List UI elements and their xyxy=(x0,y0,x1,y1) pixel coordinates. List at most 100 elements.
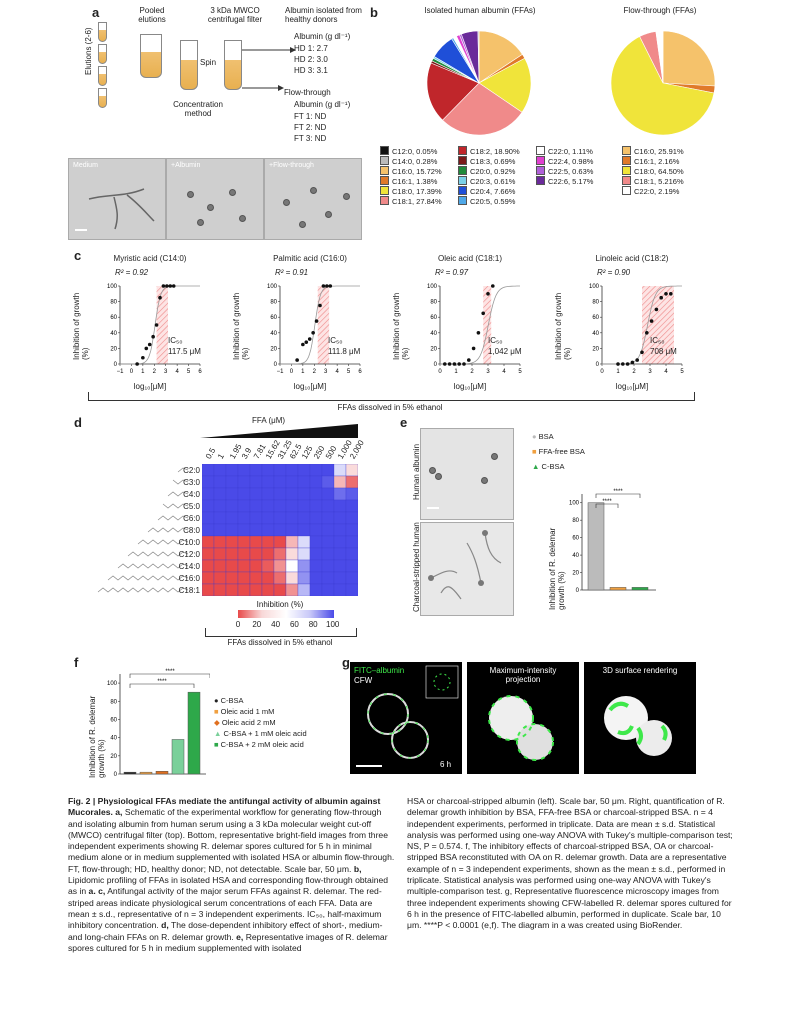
legend-item: ◆ Oleic acid 2 mM xyxy=(214,718,276,727)
carbon-chain xyxy=(107,575,189,581)
x-tick-label: 5 xyxy=(680,369,684,375)
heatmap-cell xyxy=(285,499,299,513)
filter-tube-2 xyxy=(224,40,242,90)
legend-swatch xyxy=(380,186,389,195)
micro-fitc-cfw: FITC–albumin CFW 6 h xyxy=(350,662,462,774)
data-point xyxy=(467,358,471,362)
spore xyxy=(239,215,246,222)
heatmap-cell xyxy=(261,583,275,596)
y-tick-label: 40 xyxy=(110,331,117,337)
legend-item: C22:6, 5.17% xyxy=(536,176,593,186)
heatmap-cell xyxy=(297,583,311,596)
heatmap-cell xyxy=(333,523,347,537)
data-point xyxy=(144,346,149,351)
y-tick-label: 100 xyxy=(107,284,118,290)
legend-label: C20:3, 0.61% xyxy=(470,177,516,186)
albumin-hd1: HD 1: 2.7 xyxy=(294,44,328,53)
heatmap-cell xyxy=(297,511,311,525)
heatmap-cell xyxy=(285,511,299,525)
legend-swatch xyxy=(536,146,545,155)
heatmap-cell xyxy=(333,464,347,477)
x-tick-label: 3 xyxy=(324,369,328,375)
heatmap-cell xyxy=(333,547,347,561)
heatmap-cell xyxy=(297,559,311,573)
carbon-chain xyxy=(97,587,189,593)
max-projection-label: Maximum-intensity projection xyxy=(489,666,557,684)
heatmap-cell xyxy=(273,499,287,513)
legend-label: C14:0, 0.28% xyxy=(392,157,438,166)
heatmap-cell xyxy=(345,535,358,549)
heatmap-cell xyxy=(345,511,358,525)
carbon-chain xyxy=(147,527,189,533)
spore xyxy=(229,189,236,196)
heatmap-cell xyxy=(225,475,239,489)
plot-ylabel: Inhibition of growth (%) xyxy=(392,292,410,360)
sig-bracket xyxy=(129,683,195,688)
heatmap-cell xyxy=(309,511,323,525)
y-tick-label: 80 xyxy=(572,518,579,524)
heatmap-cell xyxy=(202,583,215,596)
plot-xlabel: log₁₀[μM] xyxy=(615,382,649,391)
heatmap-row-label: C16:0 xyxy=(178,574,200,583)
y-tick-label: 0 xyxy=(274,362,278,368)
data-point xyxy=(476,331,481,335)
heatmap-cell xyxy=(297,487,311,501)
x-tick-label: 2 xyxy=(313,369,317,375)
data-point xyxy=(616,362,620,366)
bar-chart-f: 0 20 40 60 80 100 **** **** xyxy=(107,669,210,778)
x-tick-label: 5 xyxy=(347,369,351,375)
heatmap-row-label: C3:0 xyxy=(183,478,200,487)
heatmap-cell xyxy=(321,511,335,525)
carbon-chain xyxy=(162,503,189,509)
heatmap-cell xyxy=(261,535,275,549)
heatmap-cell xyxy=(309,559,323,573)
heatmap-col-label: 500 xyxy=(324,444,339,461)
y-tick-label: 20 xyxy=(110,346,117,352)
micro-max-projection: Maximum-intensity projection xyxy=(467,662,579,774)
spore xyxy=(299,221,306,228)
legend-label: C22:6, 5.17% xyxy=(548,177,594,186)
data-point xyxy=(462,362,466,366)
flowthrough-title: Flow-through xyxy=(284,88,331,97)
scale-tick-label: 20 xyxy=(252,620,262,629)
heatmap-cell xyxy=(273,547,287,561)
heatmap-col-label: 0.5 xyxy=(204,446,218,461)
heatmap-cell xyxy=(249,535,263,549)
x-tick-label: 5 xyxy=(187,369,191,375)
sig-bracket xyxy=(129,673,210,678)
heatmap-cell xyxy=(237,464,251,477)
panel-g-letter: g xyxy=(342,655,350,670)
physiological-range xyxy=(156,286,168,364)
pie-slice xyxy=(610,36,715,136)
heatmap-cell xyxy=(309,535,323,549)
pie-slice xyxy=(426,62,480,121)
y-tick-label: 80 xyxy=(110,699,117,705)
plot-r2: R² = 0.91 xyxy=(275,268,309,277)
pie-slice xyxy=(478,30,523,84)
heatmap-cell xyxy=(225,583,239,596)
y-tick-label: 100 xyxy=(569,501,580,507)
heatmap-cell xyxy=(213,535,227,549)
heatmap-cell xyxy=(333,559,347,573)
x-tick-label: 6 xyxy=(358,369,362,375)
legend-label: C22:0, 2.19% xyxy=(634,187,680,196)
heatmap-row-label: C14:0 xyxy=(178,562,200,571)
legend-label: C22:0, 1.11% xyxy=(548,147,593,156)
legend-swatch xyxy=(622,186,631,195)
y-tick-label: 40 xyxy=(270,331,277,337)
legend-item: C20:3, 0.61% xyxy=(458,176,515,186)
data-point xyxy=(447,362,452,366)
scale-tick-label: 60 xyxy=(289,620,299,629)
heatmap-row-label: C2:0 xyxy=(183,466,200,475)
legend-swatch xyxy=(380,156,389,165)
data-point xyxy=(295,358,299,362)
pie-chart-right xyxy=(610,30,716,136)
legend-label: C-BSA + 1 mM oleic acid xyxy=(221,729,307,738)
heatmap-cell xyxy=(321,464,335,477)
legend-label: C16:1, 1.38% xyxy=(392,177,438,186)
x-tick-label: 5 xyxy=(518,369,522,375)
legend-item: C18:0, 64.50% xyxy=(622,166,684,176)
carbon-chain xyxy=(172,479,189,485)
heatmap-cell xyxy=(345,523,358,537)
albumin-hd3: HD 3: 3.1 xyxy=(294,66,328,75)
